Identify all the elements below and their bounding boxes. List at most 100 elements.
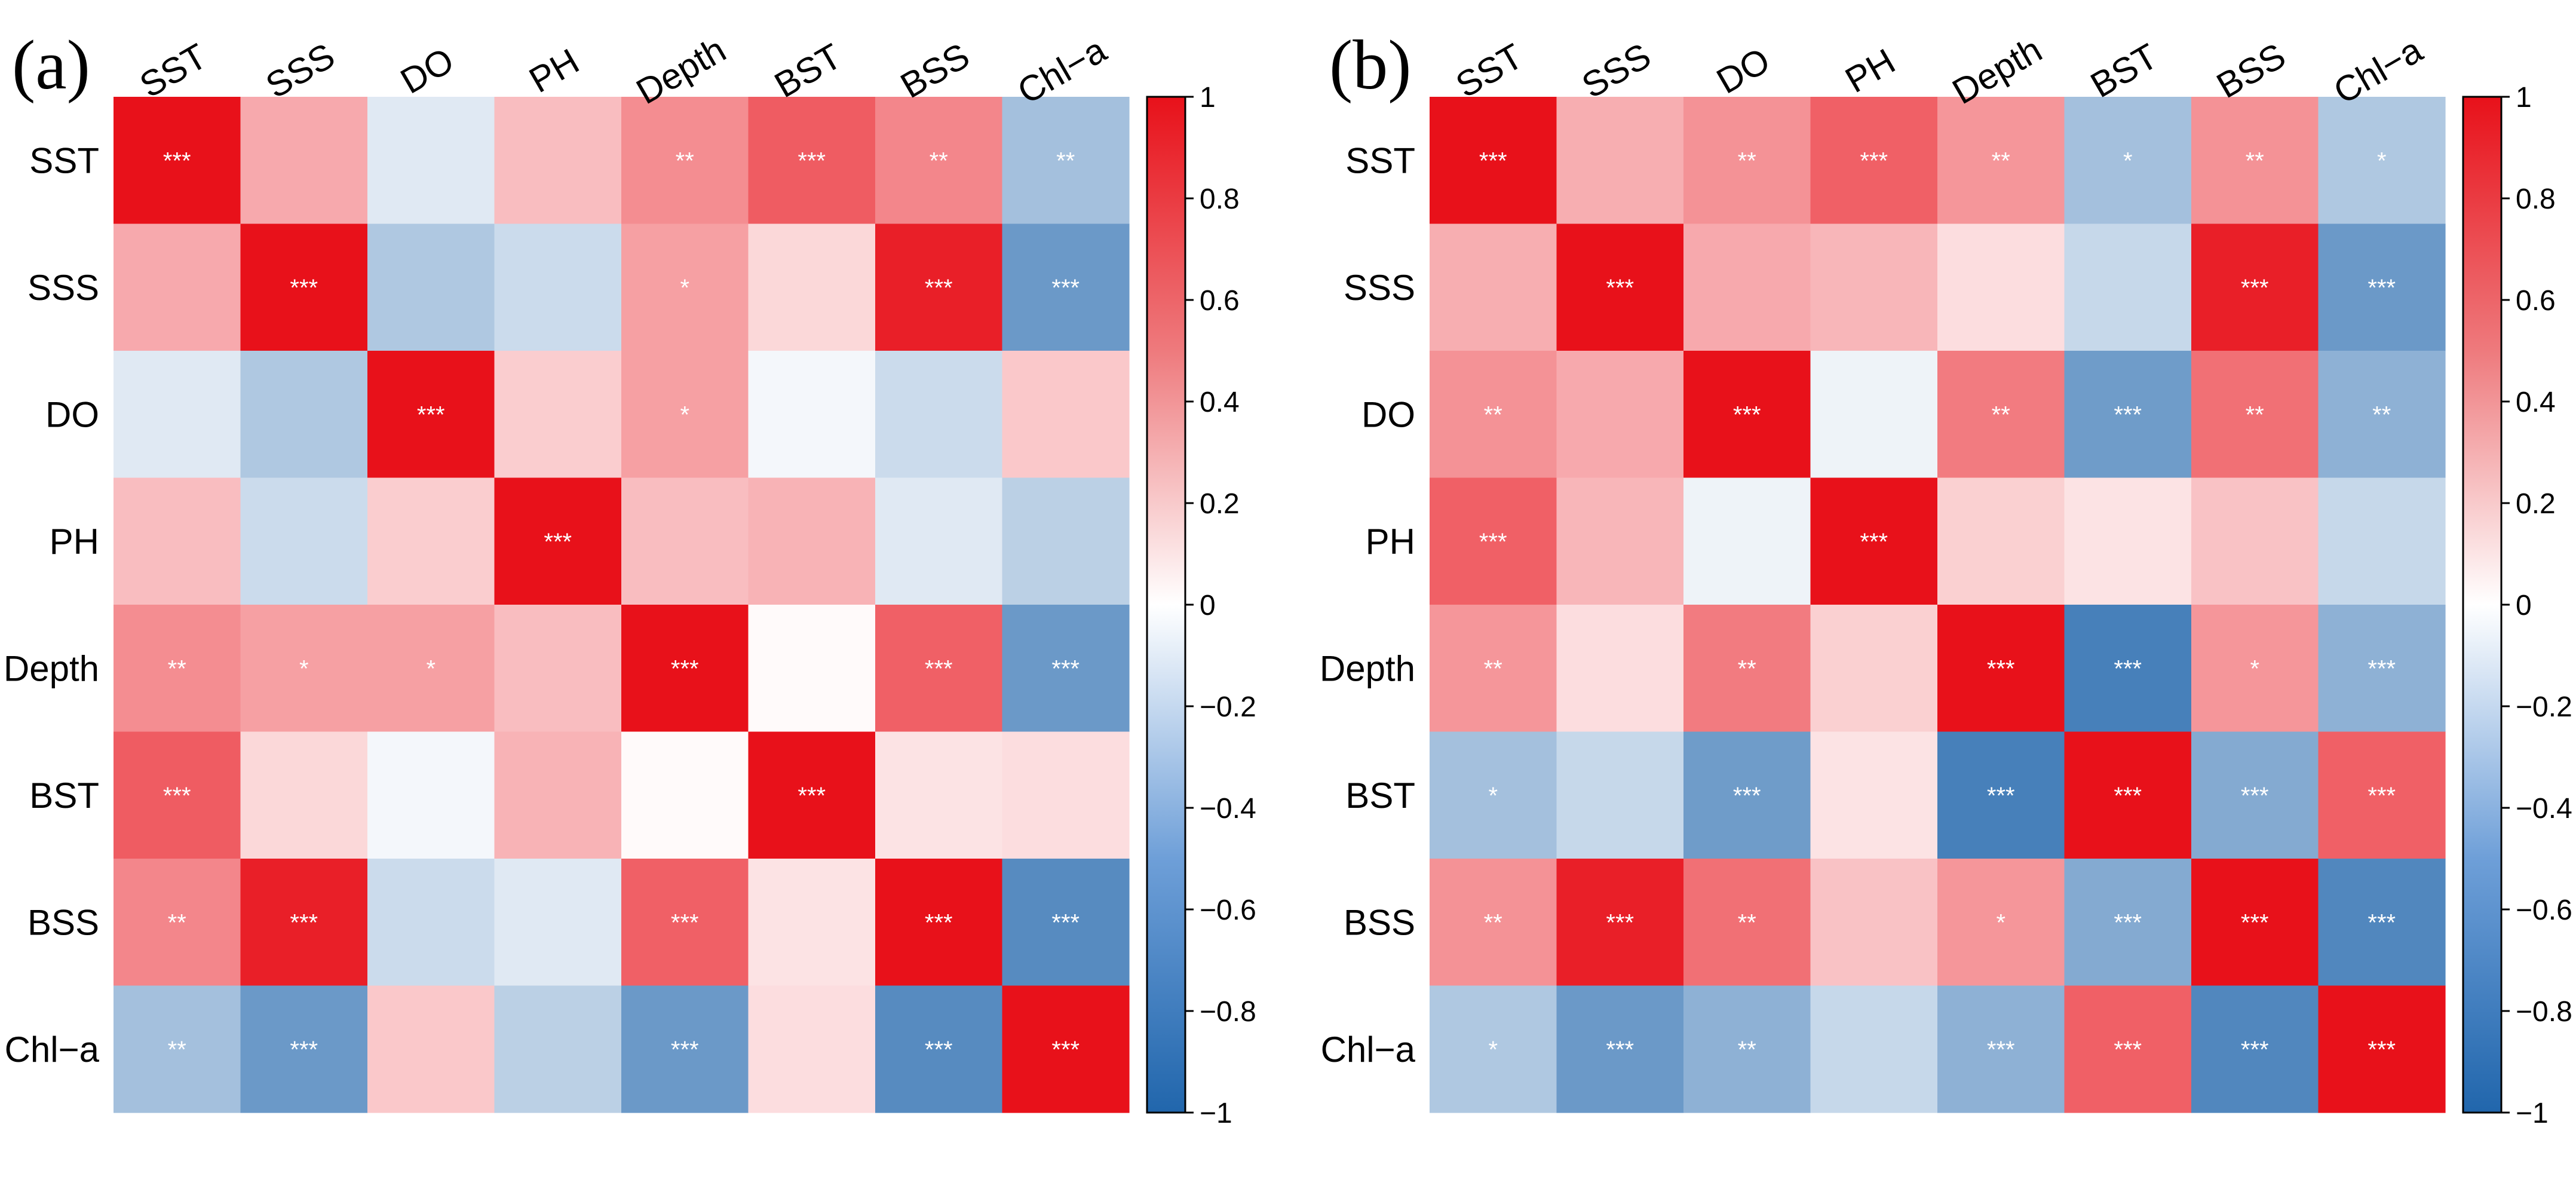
heatmap-cell-7-6 [875, 985, 1003, 1113]
heatmap-cell-0-2 [1683, 97, 1811, 225]
significance-mark-2-7: ** [2372, 402, 2391, 428]
significance-mark-6-4: *** [671, 909, 699, 936]
panel-b: (b) *** ** *** ** * ** **** *** ***** *** ** *** ** *… [1320, 26, 2572, 1129]
heatmap-cell-6-6 [2191, 859, 2319, 986]
heatmap-cell-2-3 [494, 351, 622, 479]
panel-b-significance: *** ** *** ** * ** **** *** ***** *** ** *** ** *****… [1479, 148, 2396, 1063]
heatmap-cell-0-0 [1430, 97, 1557, 225]
heatmap-cell-5-4 [1937, 731, 2065, 859]
significance-mark-7-7: *** [2368, 1037, 2396, 1063]
significance-mark-4-7: *** [2368, 655, 2396, 682]
significance-mark-4-5: *** [2114, 655, 2142, 682]
significance-mark-0-2: ** [1738, 148, 1756, 174]
heatmap-cell-2-3 [1810, 351, 1938, 479]
colorbar-tick-label-7: −0.4 [2516, 793, 2572, 825]
colorbar-tick-label-4: 0.2 [1200, 488, 1240, 520]
significance-mark-1-1: *** [1606, 275, 1634, 301]
significance-mark-7-4: *** [1987, 1037, 2015, 1063]
heatmap-cell-5-1 [1556, 731, 1684, 859]
significance-mark-0-4: ** [1992, 148, 2010, 174]
colorbar-tick-label-6: −0.2 [2516, 691, 2572, 723]
significance-mark-0-0: *** [163, 148, 191, 174]
heatmap-cell-3-6 [2191, 477, 2319, 605]
heatmap-cell-4-5 [748, 605, 876, 733]
significance-mark-0-3: *** [1860, 148, 1888, 174]
significance-mark-0-5: *** [798, 148, 826, 174]
column-label-5: BST [2084, 36, 2164, 105]
significance-mark-4-4: *** [1987, 655, 2015, 682]
heatmap-cell-4-0 [1430, 605, 1557, 733]
heatmap-cell-5-3 [1810, 731, 1938, 859]
heatmap-cell-6-7 [1002, 859, 1130, 986]
row-label-0: SST [29, 140, 99, 180]
significance-mark-7-5: *** [2114, 1037, 2142, 1063]
panel-a-row-labels: SST SSS DO PH Depth BST BSS Chl−a [4, 140, 100, 1070]
colorbar-tick-label-8: −0.6 [1200, 894, 1256, 926]
row-label-1: SSS [1344, 268, 1415, 308]
heatmap-cell-5-5 [748, 731, 876, 859]
heatmap-cell-3-1 [240, 477, 368, 605]
colorbar-tick-label-3: 0.4 [2516, 387, 2556, 418]
significance-mark-5-2: *** [1733, 783, 1761, 809]
column-label-1: SSS [259, 35, 341, 106]
significance-mark-0-4: ** [676, 148, 694, 174]
significance-mark-2-2: *** [1733, 402, 1761, 428]
row-label-5: BST [29, 776, 99, 816]
significance-mark-4-6: * [2250, 655, 2259, 682]
heatmap-cell-4-4 [621, 605, 749, 733]
heatmap-cell-1-1 [1556, 223, 1684, 351]
significance-mark-0-0: *** [1479, 148, 1507, 174]
significance-mark-7-1: *** [290, 1037, 318, 1063]
heatmap-cell-2-6 [2191, 351, 2319, 479]
heatmap-cell-6-2 [1683, 859, 1811, 986]
heatmap-cell-3-0 [1430, 477, 1557, 605]
significance-mark-6-1: *** [1606, 909, 1634, 936]
heatmap-cell-2-4 [1937, 351, 2065, 479]
panel-b-colorbar: 1 0.8 0.6 0.4 0.2 0 −0.2 −0.4 −0.6 −0.8 −1 [2462, 82, 2572, 1129]
significance-mark-5-5: *** [798, 783, 826, 809]
heatmap-cell-0-7 [1002, 97, 1130, 225]
significance-mark-0-5: * [2123, 148, 2133, 174]
heatmap-cell-6-3 [494, 859, 622, 986]
heatmap-cell-4-3 [1810, 605, 1938, 733]
heatmap-cell-4-7 [2318, 605, 2446, 733]
heatmap-cell-4-0 [114, 605, 241, 733]
heatmap-cell-1-3 [1810, 223, 1938, 351]
heatmap-cell-4-1 [1556, 605, 1684, 733]
panel-b-row-labels: SST SSS DO PH Depth BST BSS Chl−a [1320, 140, 1416, 1070]
significance-mark-6-4: * [1996, 909, 2005, 936]
heatmap-cell-2-5 [2064, 351, 2192, 479]
panel-b-cells [1430, 97, 2446, 1113]
heatmap-cell-6-6 [875, 859, 1003, 986]
significance-mark-1-7: *** [2368, 275, 2396, 301]
heatmap-cell-3-4 [621, 477, 749, 605]
heatmap-cell-5-2 [1683, 731, 1811, 859]
heatmap-cell-0-1 [240, 97, 368, 225]
heatmap-cell-3-2 [367, 477, 495, 605]
row-label-3: PH [50, 522, 99, 562]
heatmap-cell-4-2 [1683, 605, 1811, 733]
significance-mark-4-4: *** [671, 655, 699, 682]
row-label-6: BSS [1344, 902, 1415, 942]
heatmap-cell-7-0 [114, 985, 241, 1113]
significance-mark-2-2: *** [417, 402, 445, 428]
row-label-3: PH [1366, 522, 1415, 562]
heatmap-cell-0-3 [494, 97, 622, 225]
heatmap-cell-4-1 [240, 605, 368, 733]
significance-mark-1-7: *** [1051, 275, 1080, 301]
heatmap-cell-1-7 [2318, 223, 2446, 351]
significance-mark-2-0: ** [1484, 402, 1502, 428]
heatmap-cell-2-2 [367, 351, 495, 479]
column-label-3: PH [523, 41, 586, 100]
heatmap-cell-1-4 [1937, 223, 2065, 351]
row-label-0: SST [1345, 140, 1415, 180]
heatmap-cell-7-7 [2318, 985, 2446, 1113]
significance-mark-5-4: *** [1987, 783, 2015, 809]
heatmap-cell-5-0 [1430, 731, 1557, 859]
heatmap-cell-7-5 [748, 985, 876, 1113]
heatmap-cell-0-5 [748, 97, 876, 225]
heatmap-cell-7-6 [2191, 985, 2319, 1113]
colorbar-tick-label-5: 0 [2516, 590, 2532, 621]
significance-mark-6-5: *** [2114, 909, 2142, 936]
heatmap-cell-3-0 [114, 477, 241, 605]
